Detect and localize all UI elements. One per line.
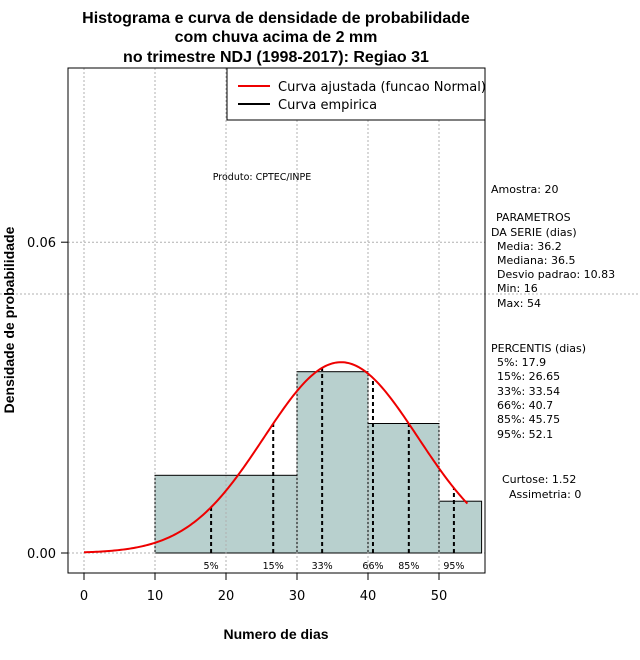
stats-p66: 66%: 40.7 — [497, 399, 553, 412]
y-axis-label: Densidade de probabilidade — [1, 226, 17, 413]
x-tick-label-30: 30 — [289, 589, 306, 604]
stats-param-header-2: DA SERIE (dias) — [491, 226, 577, 239]
fit-curve-layer — [83, 361, 469, 554]
chart-title-line-1: Histograma e curva de densidade de proba… — [82, 10, 470, 27]
chart-title-line-2: com chuva acima de 2 mm — [175, 29, 378, 46]
stats-param-header-1: PARAMETROS — [496, 211, 571, 224]
stats-media: Media: 36.2 — [497, 240, 562, 253]
x-axis-label: Numero de dias — [223, 626, 328, 642]
histogram-bar-4 — [438, 500, 483, 554]
chart-title-line-3: no trimestre NDJ (1998-2017): Regiao 31 — [123, 49, 429, 66]
stats-curtose: Curtose: 1.52 — [502, 473, 576, 486]
stats-p95: 95%: 52.1 — [497, 428, 553, 441]
x-tick-label-50: 50 — [431, 589, 448, 604]
percentile-lines: 5% 15% 33% 66% 85% 95% — [204, 367, 464, 572]
stats-amostra: Amostra: 20 — [491, 183, 558, 196]
axis-layer: 0 10 20 30 40 50 0.00 0.06 — [27, 236, 447, 604]
histogram-bar-2 — [296, 371, 369, 554]
percentile-label-5: 5% — [204, 561, 219, 572]
x-tick-label-20: 20 — [218, 589, 235, 604]
stats-min: Min: 16 — [497, 282, 538, 295]
percentile-label-33: 33% — [312, 561, 333, 572]
percentile-label-95: 95% — [443, 561, 464, 572]
legend-empirical-label: Curva empirica — [278, 98, 377, 113]
stats-mediana: Mediana: 36.5 — [497, 254, 575, 267]
stats-p15: 15%: 26.65 — [497, 370, 560, 383]
stats-max: Max: 54 — [497, 297, 541, 310]
y-tick-label-0: 0.00 — [27, 547, 56, 562]
y-tick-label-1: 0.06 — [27, 236, 56, 251]
product-label: Produto: CPTEC/INPE — [213, 172, 312, 183]
percentile-label-85: 85% — [398, 561, 419, 572]
percentile-label-66: 66% — [362, 561, 383, 572]
stats-p33: 33%: 33.54 — [497, 385, 560, 398]
legend-box — [226, 67, 486, 121]
histogram-bar-3 — [367, 423, 440, 554]
normal-fit-curve — [83, 361, 469, 554]
x-tick-label-0: 0 — [80, 589, 88, 604]
percentile-label-15: 15% — [263, 561, 284, 572]
histogram-bars — [83, 68, 483, 573]
legend: Curva ajustada (funcao Normal) Curva emp… — [226, 67, 486, 121]
stats-assimetria: Assimetria: 0 — [509, 488, 581, 501]
stats-p5: 5%: 17.9 — [497, 356, 546, 369]
stats-panel: Amostra: 20 PARAMETROS DA SERIE (dias) M… — [491, 183, 615, 501]
stats-desvio: Desvio padrao: 10.83 — [497, 268, 615, 281]
x-tick-label-10: 10 — [147, 589, 164, 604]
x-tick-label-40: 40 — [360, 589, 377, 604]
stats-perc-header: PERCENTIS (dias) — [491, 342, 586, 355]
legend-fit-label: Curva ajustada (funcao Normal) — [278, 80, 486, 95]
stats-p85: 85%: 45.75 — [497, 413, 560, 426]
